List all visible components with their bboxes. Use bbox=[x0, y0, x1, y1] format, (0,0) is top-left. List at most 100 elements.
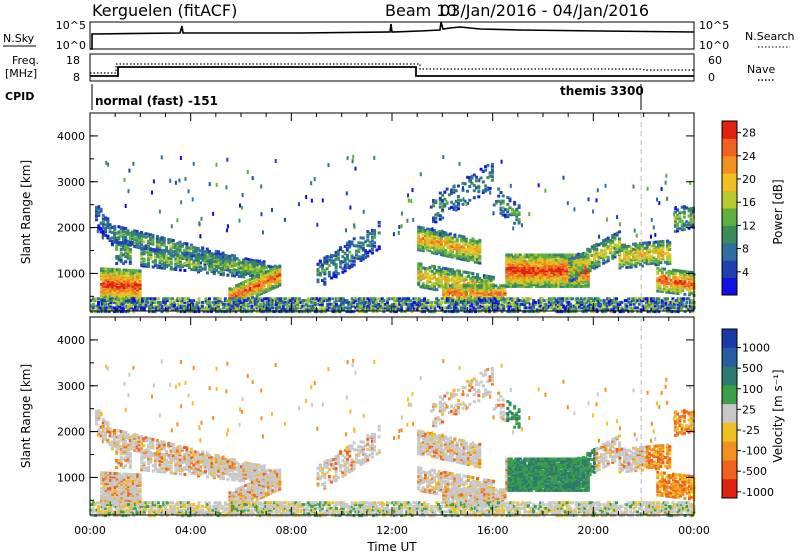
power-cell bbox=[271, 276, 275, 280]
power-cell bbox=[149, 254, 153, 258]
power-cell bbox=[147, 254, 151, 258]
power-cell bbox=[183, 256, 187, 260]
power-cell bbox=[128, 262, 132, 265]
power-cell bbox=[343, 264, 347, 268]
power-cell bbox=[111, 294, 115, 297]
power-cell bbox=[196, 247, 200, 250]
power-cell bbox=[104, 274, 108, 278]
power-cell bbox=[332, 254, 336, 258]
power-cell bbox=[208, 264, 212, 268]
power-cell bbox=[455, 237, 459, 241]
power-cell bbox=[359, 241, 363, 245]
power-cell bbox=[255, 288, 259, 292]
power-cell bbox=[100, 267, 104, 271]
power-cell bbox=[104, 228, 108, 232]
power-cell bbox=[109, 276, 113, 280]
power-cell bbox=[330, 253, 334, 257]
power-cell bbox=[106, 236, 110, 240]
power-cell bbox=[178, 244, 182, 248]
power-cell bbox=[242, 281, 245, 285]
power-cell bbox=[197, 261, 200, 265]
power-cell bbox=[588, 269, 592, 273]
power-cell bbox=[156, 255, 160, 259]
power-cell bbox=[178, 265, 182, 268]
power-cell bbox=[364, 256, 368, 259]
power-cell bbox=[134, 297, 137, 301]
power-cell bbox=[208, 300, 211, 304]
power-cell bbox=[136, 292, 140, 295]
power-cell bbox=[260, 278, 264, 281]
power-cell bbox=[453, 233, 457, 237]
power-cell bbox=[276, 269, 279, 273]
power-cell bbox=[124, 251, 128, 255]
nave-tick-bottom: 0 bbox=[708, 71, 715, 84]
power-cell bbox=[144, 247, 148, 251]
power-cell bbox=[255, 261, 259, 265]
power-cell bbox=[199, 265, 203, 269]
power-cell bbox=[135, 240, 139, 244]
power-cell bbox=[201, 304, 204, 308]
power-cell bbox=[115, 236, 119, 240]
power-cell bbox=[345, 241, 349, 245]
power-cell bbox=[262, 261, 266, 265]
power-cell bbox=[115, 285, 119, 289]
power-cell bbox=[255, 278, 259, 282]
power-cell bbox=[129, 289, 133, 293]
power-cell bbox=[336, 252, 340, 256]
power-cell bbox=[370, 228, 374, 232]
power-cell bbox=[343, 260, 347, 264]
power-cell bbox=[226, 266, 230, 270]
power-cell bbox=[244, 295, 248, 299]
power-cell bbox=[169, 240, 173, 244]
power-cell bbox=[155, 235, 159, 238]
power-cell bbox=[169, 255, 173, 259]
power-cell bbox=[187, 252, 191, 255]
power-cell bbox=[248, 258, 252, 262]
power-cell bbox=[253, 279, 257, 283]
power-cell bbox=[242, 268, 246, 272]
power-cell bbox=[266, 288, 270, 292]
power-cell bbox=[178, 263, 182, 267]
power-cell bbox=[118, 275, 122, 279]
power-cell bbox=[174, 266, 178, 270]
power-cell bbox=[158, 266, 162, 270]
power-cell bbox=[251, 276, 255, 280]
power-cell bbox=[137, 237, 141, 241]
power-cell bbox=[190, 252, 194, 256]
power-cell bbox=[223, 253, 227, 257]
power-cell bbox=[680, 219, 684, 223]
power-cell bbox=[136, 288, 140, 292]
power-cell bbox=[120, 270, 124, 274]
power-cell bbox=[135, 245, 139, 249]
power-cell bbox=[208, 249, 211, 253]
power-cell bbox=[127, 268, 131, 272]
power-cell bbox=[136, 283, 140, 287]
power-cell bbox=[106, 285, 110, 289]
power-cell bbox=[135, 233, 139, 237]
power-cell bbox=[242, 264, 246, 268]
power-cell bbox=[108, 226, 112, 230]
power-cell bbox=[246, 279, 250, 282]
power-cell bbox=[276, 265, 279, 269]
power-cell bbox=[134, 288, 137, 292]
power-cell bbox=[128, 242, 132, 246]
power-cell bbox=[502, 304, 506, 308]
power-cell bbox=[113, 283, 117, 287]
power-cell bbox=[185, 242, 189, 246]
power-cell bbox=[248, 295, 252, 299]
power-cell bbox=[271, 286, 275, 290]
power-cell bbox=[273, 282, 277, 286]
power-cell bbox=[341, 267, 345, 271]
power-cell bbox=[242, 272, 245, 276]
power-cell bbox=[343, 245, 347, 248]
power-cell bbox=[255, 266, 259, 270]
power-cell bbox=[448, 232, 452, 236]
power-cell bbox=[359, 255, 363, 259]
power-cell bbox=[199, 256, 203, 260]
power-cell bbox=[160, 249, 164, 253]
power-cell bbox=[119, 253, 123, 257]
power-cell bbox=[102, 297, 106, 300]
power-cell bbox=[345, 248, 349, 252]
power-cell bbox=[235, 257, 239, 261]
power-cell bbox=[228, 270, 232, 274]
